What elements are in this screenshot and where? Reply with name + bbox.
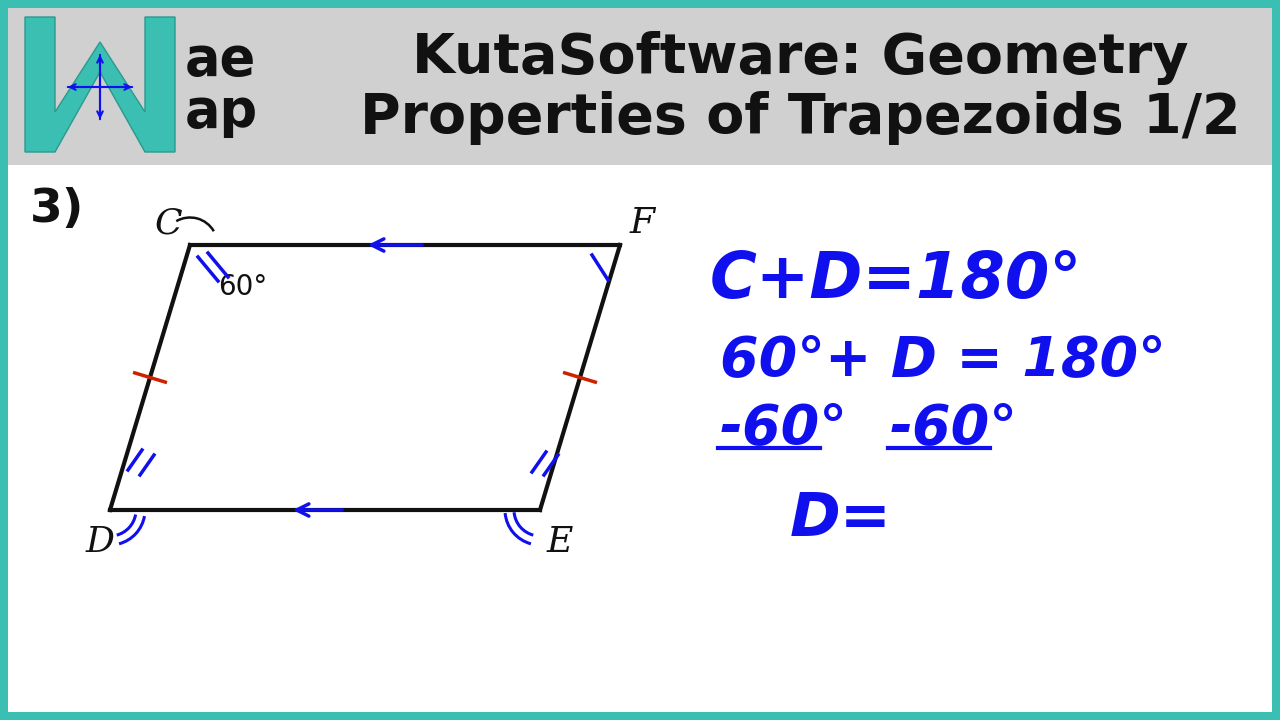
Bar — [8, 8, 1272, 165]
Text: -60°: -60° — [719, 401, 849, 455]
Polygon shape — [26, 17, 175, 152]
Text: E: E — [547, 525, 573, 559]
Text: 60°+ D = 180°: 60°+ D = 180° — [719, 333, 1166, 387]
Text: ae: ae — [186, 34, 256, 86]
Text: D: D — [86, 525, 114, 559]
Text: D=: D= — [790, 490, 892, 549]
Text: ap: ap — [186, 86, 259, 138]
Text: 3): 3) — [29, 187, 84, 233]
Bar — [8, 165, 1272, 712]
Text: C: C — [154, 206, 182, 240]
Text: 60°: 60° — [218, 273, 268, 301]
Text: Properties of Trapezoids 1/2: Properties of Trapezoids 1/2 — [360, 91, 1240, 145]
Text: C+D=180°: C+D=180° — [710, 249, 1083, 311]
Text: -60°: -60° — [890, 401, 1018, 455]
Text: KutaSoftware: Geometry: KutaSoftware: Geometry — [412, 31, 1188, 85]
Text: F: F — [630, 206, 654, 240]
